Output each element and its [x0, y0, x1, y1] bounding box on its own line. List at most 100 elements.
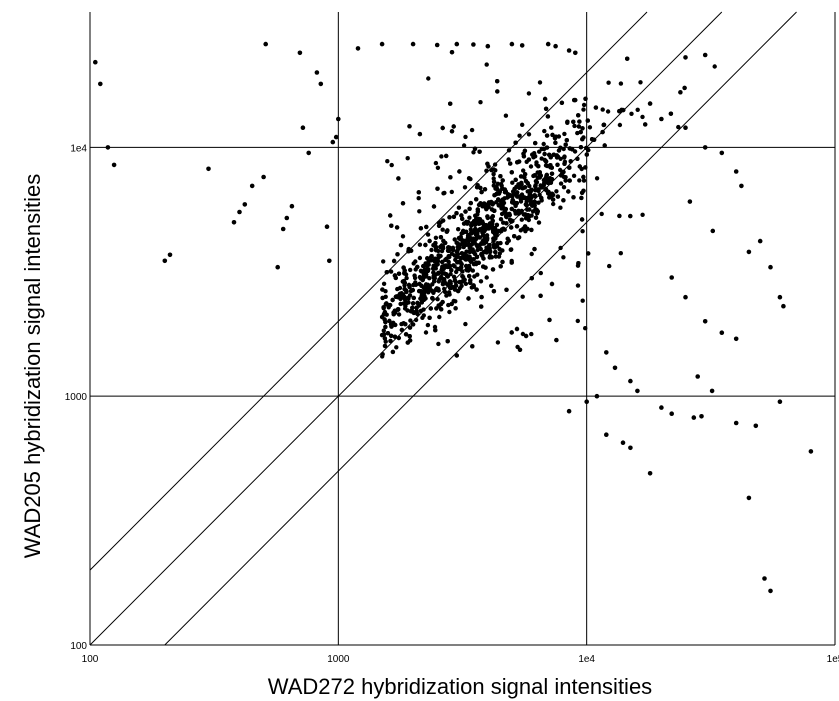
data-point — [549, 125, 554, 130]
data-point — [535, 170, 540, 175]
data-point — [495, 340, 501, 345]
data-point — [558, 156, 563, 161]
data-point — [518, 196, 523, 201]
data-point — [625, 56, 630, 61]
data-point — [581, 174, 586, 180]
data-point — [509, 260, 514, 265]
data-point — [472, 251, 478, 257]
data-point — [562, 161, 567, 166]
data-point — [579, 217, 585, 222]
data-point — [490, 267, 496, 272]
data-point — [467, 249, 472, 255]
data-point — [438, 235, 444, 240]
data-point — [733, 169, 739, 174]
data-point — [98, 81, 103, 87]
data-point — [567, 165, 572, 170]
data-point — [162, 258, 168, 264]
data-point — [571, 119, 576, 125]
data-point — [461, 255, 467, 261]
data-point — [485, 161, 490, 166]
data-point — [502, 190, 508, 195]
data-point — [702, 52, 708, 58]
data-point — [586, 147, 591, 153]
data-point — [494, 243, 500, 249]
data-point — [495, 79, 500, 84]
data-point — [600, 107, 605, 112]
data-point — [554, 153, 560, 158]
data-point — [566, 48, 572, 53]
data-point — [436, 341, 441, 347]
data-point — [518, 174, 524, 179]
data-point — [474, 236, 479, 241]
data-point — [434, 306, 439, 311]
data-point — [379, 41, 385, 47]
data-point — [548, 180, 554, 185]
data-point — [459, 265, 464, 270]
data-point — [447, 309, 452, 315]
data-points — [93, 41, 814, 594]
data-point — [471, 42, 476, 47]
data-point — [494, 222, 500, 228]
data-point — [509, 41, 515, 47]
data-point — [512, 234, 517, 239]
data-point — [628, 213, 633, 219]
data-point — [504, 221, 509, 226]
data-point — [536, 220, 542, 225]
data-point — [383, 324, 388, 330]
data-point — [533, 188, 538, 193]
data-point — [580, 126, 585, 131]
data-point — [435, 297, 440, 302]
data-point — [545, 41, 551, 47]
data-point — [392, 273, 398, 278]
data-point — [536, 200, 541, 205]
data-point — [422, 294, 427, 299]
data-point — [581, 178, 587, 183]
data-point — [434, 42, 440, 48]
data-point — [538, 270, 543, 276]
data-point — [380, 295, 385, 301]
data-point — [605, 109, 611, 114]
data-point — [433, 256, 438, 261]
data-point — [440, 299, 445, 305]
data-point — [576, 124, 582, 129]
data-point — [437, 314, 442, 320]
data-point — [621, 107, 626, 113]
data-point — [576, 261, 581, 266]
data-point — [394, 345, 399, 350]
data-point — [551, 201, 556, 207]
data-point — [231, 220, 237, 225]
data-point — [517, 133, 522, 138]
data-point — [584, 399, 589, 405]
data-point — [393, 322, 398, 328]
data-point — [396, 176, 401, 181]
data-point — [477, 243, 482, 248]
data-point — [554, 189, 559, 194]
data-point — [568, 159, 573, 164]
data-point — [385, 159, 390, 164]
data-point — [389, 223, 394, 228]
data-point — [318, 81, 324, 87]
data-point — [457, 169, 462, 174]
data-point — [410, 322, 416, 327]
data-point — [280, 226, 286, 232]
data-point — [467, 206, 472, 211]
data-point — [519, 43, 525, 48]
data-point — [453, 279, 458, 285]
data-point — [406, 282, 412, 288]
data-point — [563, 178, 568, 183]
data-point — [620, 440, 626, 446]
data-point — [420, 277, 425, 283]
data-point — [543, 186, 549, 192]
data-point — [407, 325, 413, 330]
data-point — [410, 305, 415, 310]
data-point — [432, 324, 438, 330]
data-point — [456, 205, 462, 210]
data-point — [263, 41, 269, 47]
data-point — [561, 169, 566, 175]
data-point — [476, 228, 481, 233]
data-point — [489, 255, 494, 260]
data-point — [562, 131, 567, 137]
data-point — [444, 153, 449, 159]
data-point — [471, 150, 476, 155]
